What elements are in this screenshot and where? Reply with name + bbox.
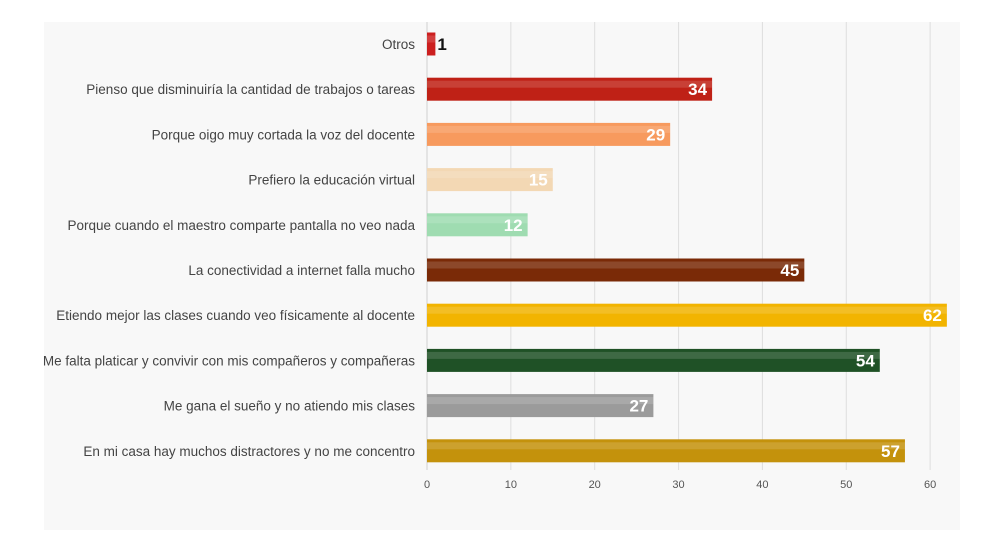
category-label: Me gana el sueño y no atiendo mis clases	[164, 399, 416, 414]
category-label: Etiendo mejor las clases cuando veo físi…	[56, 308, 415, 323]
bar	[427, 439, 905, 463]
category-label: La conectividad a internet falla mucho	[188, 263, 415, 278]
bar	[427, 32, 436, 56]
bar-highlight	[427, 261, 805, 269]
x-tick-label: 10	[505, 479, 517, 491]
bar	[427, 213, 528, 237]
x-tick-label: 30	[672, 479, 684, 491]
data-label: 29	[646, 125, 665, 144]
data-label: 62	[923, 306, 942, 325]
x-tick-label: 50	[840, 479, 852, 491]
data-label: 34	[688, 80, 707, 99]
bar	[427, 258, 805, 282]
bar-highlight	[427, 397, 654, 405]
bar-highlight	[427, 80, 713, 88]
bar-highlight	[427, 171, 553, 179]
data-label: 57	[881, 442, 900, 461]
bar	[427, 77, 713, 101]
bar	[427, 394, 654, 418]
category-label: Porque cuando el maestro comparte pantal…	[68, 218, 416, 233]
bar	[427, 303, 947, 327]
x-tick-label: 20	[589, 479, 601, 491]
x-tick-label: 40	[756, 479, 768, 491]
bar	[427, 168, 553, 192]
category-label: Pienso que disminuiría la cantidad de tr…	[86, 82, 415, 97]
bar-highlight	[427, 35, 436, 43]
bar	[427, 348, 880, 372]
bar-highlight	[427, 351, 880, 359]
bar-highlight	[427, 306, 947, 314]
bar-highlight	[427, 442, 905, 450]
x-tick-label: 60	[924, 479, 936, 491]
category-label: Porque oigo muy cortada la voz del docen…	[152, 127, 415, 142]
bar	[427, 122, 671, 146]
x-tick-label: 0	[424, 479, 430, 491]
data-label: 1	[437, 35, 446, 54]
data-label: 45	[780, 261, 799, 280]
category-label: En mi casa hay muchos distractores y no …	[83, 444, 415, 459]
data-label: 15	[529, 171, 548, 190]
data-label: 12	[504, 216, 523, 235]
category-label: Otros	[382, 37, 415, 52]
data-label: 27	[629, 397, 648, 416]
category-label: Me falta platicar y convivir con mis com…	[43, 353, 415, 368]
bar-highlight	[427, 125, 671, 133]
data-label: 54	[856, 351, 875, 370]
category-label: Prefiero la educación virtual	[248, 173, 415, 188]
bar-highlight	[427, 216, 528, 224]
